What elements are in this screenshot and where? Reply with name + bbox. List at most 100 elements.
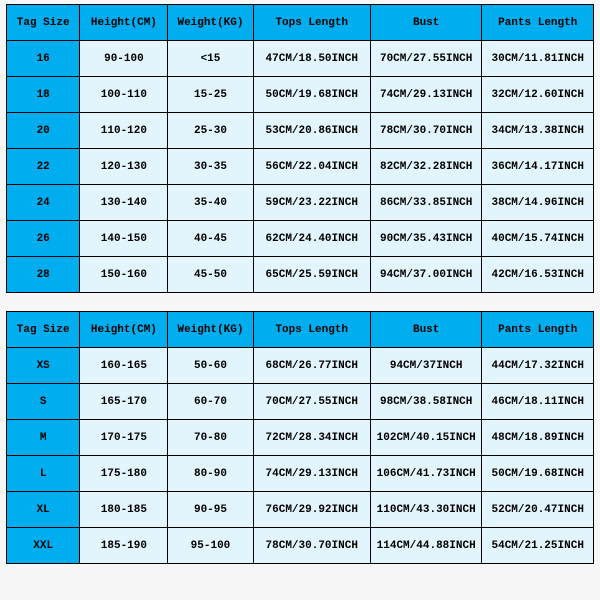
col-tops-length: Tops Length bbox=[253, 5, 370, 41]
cell: 38CM/14.96INCH bbox=[482, 185, 594, 221]
cell: 70CM/27.55INCH bbox=[253, 384, 370, 420]
cell: 52CM/20.47INCH bbox=[482, 492, 594, 528]
cell-tag: S bbox=[7, 384, 80, 420]
table-row: L175-18080-9074CM/29.13INCH106CM/41.73IN… bbox=[7, 456, 594, 492]
cell: 102CM/40.15INCH bbox=[370, 420, 482, 456]
cell: 185-190 bbox=[80, 528, 168, 564]
cell: 40-45 bbox=[168, 221, 253, 257]
cell: 86CM/33.85INCH bbox=[370, 185, 482, 221]
table-row: 24130-14035-4059CM/23.22INCH86CM/33.85IN… bbox=[7, 185, 594, 221]
col-bust: Bust bbox=[370, 312, 482, 348]
col-tag-size: Tag Size bbox=[7, 5, 80, 41]
cell: 114CM/44.88INCH bbox=[370, 528, 482, 564]
col-weight: Weight(KG) bbox=[168, 312, 253, 348]
header-row: Tag Size Height(CM) Weight(KG) Tops Leng… bbox=[7, 5, 594, 41]
table-row: 28150-16045-5065CM/25.59INCH94CM/37.00IN… bbox=[7, 257, 594, 293]
cell-tag: XL bbox=[7, 492, 80, 528]
col-pants-length: Pants Length bbox=[482, 5, 594, 41]
cell: 170-175 bbox=[80, 420, 168, 456]
table-row: 18100-11015-2550CM/19.68INCH74CM/29.13IN… bbox=[7, 77, 594, 113]
cell: 56CM/22.04INCH bbox=[253, 149, 370, 185]
cell: 95-100 bbox=[168, 528, 253, 564]
cell: 72CM/28.34INCH bbox=[253, 420, 370, 456]
cell-tag: 22 bbox=[7, 149, 80, 185]
table-row: XXL185-19095-10078CM/30.70INCH114CM/44.8… bbox=[7, 528, 594, 564]
cell: 45-50 bbox=[168, 257, 253, 293]
cell: 50-60 bbox=[168, 348, 253, 384]
cell-tag: 28 bbox=[7, 257, 80, 293]
cell-tag: XS bbox=[7, 348, 80, 384]
cell: 50CM/19.68INCH bbox=[482, 456, 594, 492]
cell: 53CM/20.86INCH bbox=[253, 113, 370, 149]
cell: 34CM/13.38INCH bbox=[482, 113, 594, 149]
cell: 80-90 bbox=[168, 456, 253, 492]
cell-tag: 18 bbox=[7, 77, 80, 113]
cell: 50CM/19.68INCH bbox=[253, 77, 370, 113]
cell: 62CM/24.40INCH bbox=[253, 221, 370, 257]
cell: 110CM/43.30INCH bbox=[370, 492, 482, 528]
cell: 48CM/18.89INCH bbox=[482, 420, 594, 456]
col-height: Height(CM) bbox=[80, 5, 168, 41]
cell: 90-95 bbox=[168, 492, 253, 528]
cell: 74CM/29.13INCH bbox=[370, 77, 482, 113]
cell: 35-40 bbox=[168, 185, 253, 221]
cell: 36CM/14.17INCH bbox=[482, 149, 594, 185]
header-row: Tag Size Height(CM) Weight(KG) Tops Leng… bbox=[7, 312, 594, 348]
table-row: XS160-16550-6068CM/26.77INCH94CM/37INCH4… bbox=[7, 348, 594, 384]
col-tag-size: Tag Size bbox=[7, 312, 80, 348]
cell: 68CM/26.77INCH bbox=[253, 348, 370, 384]
cell: 90-100 bbox=[80, 41, 168, 77]
col-bust: Bust bbox=[370, 5, 482, 41]
cell: 25-30 bbox=[168, 113, 253, 149]
cell: 54CM/21.25INCH bbox=[482, 528, 594, 564]
size-table-adults: Tag Size Height(CM) Weight(KG) Tops Leng… bbox=[6, 311, 594, 564]
cell: 59CM/23.22INCH bbox=[253, 185, 370, 221]
cell: 46CM/18.11INCH bbox=[482, 384, 594, 420]
table-row: M170-17570-8072CM/28.34INCH102CM/40.15IN… bbox=[7, 420, 594, 456]
cell: 150-160 bbox=[80, 257, 168, 293]
cell: 47CM/18.50INCH bbox=[253, 41, 370, 77]
cell: 82CM/32.28INCH bbox=[370, 149, 482, 185]
cell: 30-35 bbox=[168, 149, 253, 185]
cell: 15-25 bbox=[168, 77, 253, 113]
cell: 175-180 bbox=[80, 456, 168, 492]
cell: 120-130 bbox=[80, 149, 168, 185]
table-row: 22120-13030-3556CM/22.04INCH82CM/32.28IN… bbox=[7, 149, 594, 185]
cell-tag: L bbox=[7, 456, 80, 492]
table-gap bbox=[6, 293, 594, 311]
cell: 78CM/30.70INCH bbox=[253, 528, 370, 564]
cell: 94CM/37INCH bbox=[370, 348, 482, 384]
cell: 160-165 bbox=[80, 348, 168, 384]
cell: 30CM/11.81INCH bbox=[482, 41, 594, 77]
cell-tag: 16 bbox=[7, 41, 80, 77]
table-row: 20110-12025-3053CM/20.86INCH78CM/30.70IN… bbox=[7, 113, 594, 149]
cell: 32CM/12.60INCH bbox=[482, 77, 594, 113]
cell: 100-110 bbox=[80, 77, 168, 113]
cell: 65CM/25.59INCH bbox=[253, 257, 370, 293]
table1-body: 1690-100<1547CM/18.50INCH70CM/27.55INCH3… bbox=[7, 41, 594, 293]
cell-tag: M bbox=[7, 420, 80, 456]
cell: 180-185 bbox=[80, 492, 168, 528]
cell: 140-150 bbox=[80, 221, 168, 257]
col-weight: Weight(KG) bbox=[168, 5, 253, 41]
cell: 98CM/38.58INCH bbox=[370, 384, 482, 420]
cell: <15 bbox=[168, 41, 253, 77]
cell: 106CM/41.73INCH bbox=[370, 456, 482, 492]
cell: 42CM/16.53INCH bbox=[482, 257, 594, 293]
cell: 110-120 bbox=[80, 113, 168, 149]
cell: 76CM/29.92INCH bbox=[253, 492, 370, 528]
cell-tag: 24 bbox=[7, 185, 80, 221]
table-row: 1690-100<1547CM/18.50INCH70CM/27.55INCH3… bbox=[7, 41, 594, 77]
cell: 70-80 bbox=[168, 420, 253, 456]
size-chart-page: Tag Size Height(CM) Weight(KG) Tops Leng… bbox=[0, 0, 600, 568]
cell: 165-170 bbox=[80, 384, 168, 420]
table-row: 26140-15040-4562CM/24.40INCH90CM/35.43IN… bbox=[7, 221, 594, 257]
cell-tag: 26 bbox=[7, 221, 80, 257]
table-row: XL180-18590-9576CM/29.92INCH110CM/43.30I… bbox=[7, 492, 594, 528]
size-table-kids: Tag Size Height(CM) Weight(KG) Tops Leng… bbox=[6, 4, 594, 293]
cell: 74CM/29.13INCH bbox=[253, 456, 370, 492]
cell: 90CM/35.43INCH bbox=[370, 221, 482, 257]
cell: 78CM/30.70INCH bbox=[370, 113, 482, 149]
cell: 60-70 bbox=[168, 384, 253, 420]
cell: 70CM/27.55INCH bbox=[370, 41, 482, 77]
